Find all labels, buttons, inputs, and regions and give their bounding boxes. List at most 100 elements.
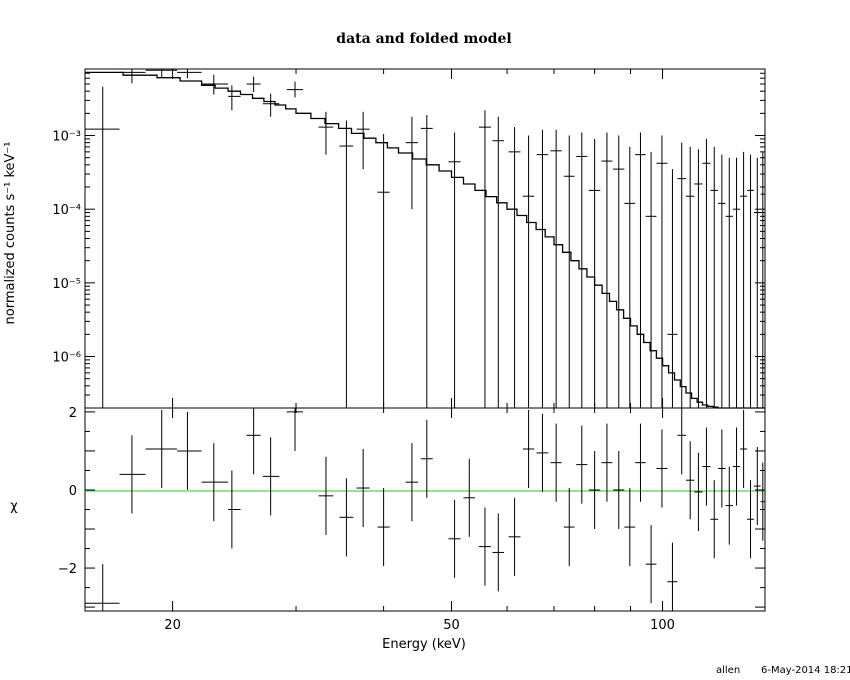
data-point [339, 120, 354, 408]
residual-point [550, 423, 562, 502]
residual-point [677, 408, 686, 475]
residual-point [635, 423, 646, 502]
data-point [613, 135, 625, 408]
spectrum-axis-ticks: 10⁻³ 10⁻⁴ 10⁻⁵ 10⁻⁶ [52, 68, 765, 409]
y-tick-label: 10⁻⁶ [52, 351, 81, 366]
residual-point [508, 497, 521, 576]
residual-point [377, 488, 390, 567]
spectrum-y-axis-label: normalized counts s⁻¹ keV⁻¹ [3, 142, 18, 325]
y-tick-label: 2 [69, 406, 77, 421]
residual-point [262, 437, 280, 516]
residual-point [478, 507, 491, 586]
data-point [536, 129, 549, 408]
residual-y-axis-label: χ [10, 499, 18, 514]
residual-point [463, 458, 475, 537]
residual-point [588, 450, 601, 530]
x-axis-label: Energy (keV) [382, 637, 466, 652]
data-point [522, 135, 535, 408]
data-point [702, 138, 711, 408]
residual-point [286, 408, 304, 451]
data-points [85, 69, 765, 408]
residual-point [246, 408, 261, 475]
footer-timestamp: 6-May-2014 18:21 [761, 665, 850, 676]
y-tick-label: −2 [58, 562, 77, 577]
data-point [318, 111, 334, 155]
data-point [145, 69, 178, 78]
data-point [201, 74, 229, 95]
residual-point [725, 466, 733, 545]
data-point [718, 154, 726, 408]
spectrum-panel: 10⁻³ 10⁻⁴ 10⁻⁵ 10⁻⁶ normalized counts s⁻¹ k… [3, 68, 766, 409]
x-tick-label: 50 [443, 618, 460, 633]
data-point [694, 149, 703, 408]
data-point [677, 142, 686, 408]
residual-point [356, 448, 370, 528]
data-point [588, 138, 601, 408]
residual-point [119, 435, 146, 514]
residual-point [613, 450, 625, 530]
residual-point [405, 443, 419, 522]
data-point [492, 116, 504, 408]
model-step-path [85, 71, 765, 409]
data-point [753, 157, 761, 408]
residual-point [536, 413, 549, 492]
residual-point [522, 409, 535, 489]
residual-point [145, 409, 178, 489]
data-point [286, 81, 304, 98]
data-point [576, 132, 588, 408]
residual-point [420, 419, 433, 498]
residual-point [760, 462, 765, 541]
y-tick-label: 10⁻³ [52, 130, 81, 145]
data-point [563, 135, 575, 408]
residual-point [710, 480, 719, 559]
chart-title: data and folded model [336, 31, 511, 47]
data-point [740, 151, 748, 408]
residual-point [339, 478, 354, 557]
residual-point [702, 427, 711, 506]
residual-point [601, 423, 613, 502]
residual-point [228, 470, 241, 549]
data-point [760, 151, 765, 408]
spectrum-panel-frame [84, 68, 766, 409]
data-point [747, 154, 754, 408]
data-point [508, 127, 521, 408]
data-point [228, 85, 241, 111]
residual-point [732, 427, 741, 506]
data-point [377, 133, 390, 408]
residual-point [85, 564, 120, 611]
data-point [601, 132, 613, 408]
y-tick-label: 10⁻⁵ [52, 277, 81, 292]
x-tick-label: 20 [164, 618, 181, 633]
data-point [177, 69, 202, 79]
data-point [725, 157, 733, 408]
data-point [710, 146, 719, 408]
residual-point [177, 411, 202, 490]
residual-point [563, 488, 575, 567]
data-point [119, 69, 146, 84]
residual-point [201, 443, 229, 522]
residual-point [645, 525, 657, 604]
data-point [550, 129, 562, 408]
residual-point [656, 429, 668, 508]
residual-point [753, 447, 761, 526]
x-tick-label: 100 [650, 618, 675, 633]
residual-point [624, 488, 636, 567]
data-point [656, 135, 668, 408]
residual-point [448, 499, 461, 578]
residual-point [576, 425, 588, 504]
data-point [420, 114, 433, 408]
data-point [356, 111, 370, 170]
residual-point [318, 456, 334, 535]
residual-point [492, 513, 504, 592]
data-point [478, 110, 491, 408]
model-step-line [85, 71, 765, 409]
data-point [262, 93, 280, 117]
y-tick-label: 10⁻⁴ [52, 203, 81, 218]
data-point [448, 132, 461, 408]
data-point [624, 146, 636, 408]
footer-user: allen [716, 665, 740, 676]
residual-point [685, 441, 695, 520]
